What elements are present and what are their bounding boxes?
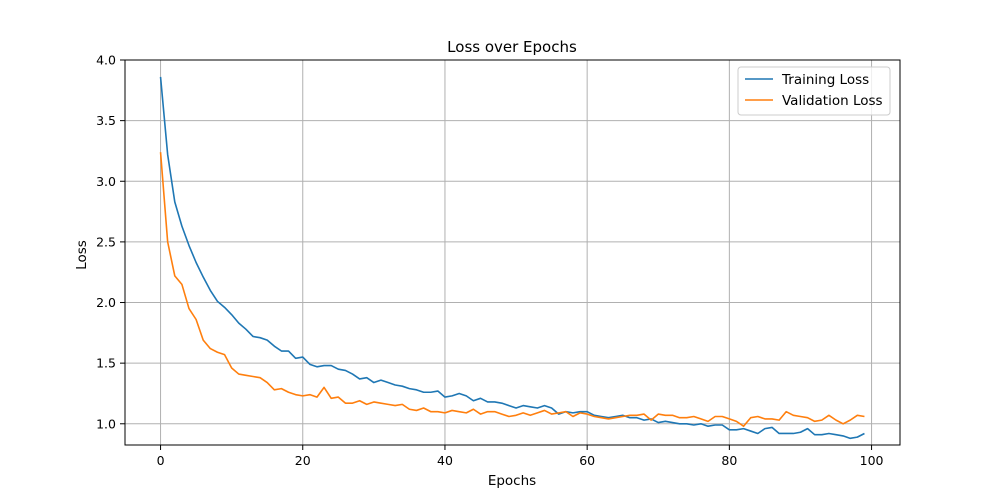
y-tick-label: 3.0 — [96, 174, 116, 189]
series-lines — [159, 76, 865, 440]
legend-box — [737, 66, 891, 116]
x-tick-label: 0 — [157, 453, 165, 468]
x-tick-label: 100 — [860, 453, 884, 468]
y-tick-label: 2.5 — [96, 234, 116, 249]
y-axis-label: Loss — [74, 240, 90, 270]
x-tick-label: 60 — [579, 453, 595, 468]
y-tick-label: 1.5 — [96, 356, 116, 371]
plot-frame — [124, 59, 901, 446]
x-axis: 0 20 40 60 80 100 — [157, 445, 884, 468]
y-tick-label: 1.0 — [96, 416, 116, 431]
x-tick-label: 80 — [721, 453, 737, 468]
legend-label: Training Loss — [781, 72, 869, 88]
chart-title: Loss over Epochs — [447, 38, 577, 56]
series-line-training-loss — [159, 76, 865, 440]
legend: Training Loss Validation Loss — [737, 66, 891, 116]
x-axis-label: Epochs — [488, 473, 536, 489]
y-tick-label: 2.0 — [96, 295, 116, 310]
grid — [125, 59, 900, 445]
x-tick-label: 40 — [437, 453, 453, 468]
y-tick-label: 3.5 — [96, 113, 116, 128]
legend-label: Validation Loss — [782, 93, 883, 109]
y-axis: 1.0 1.5 2.0 2.5 3.0 3.5 4.0 — [96, 53, 125, 431]
x-tick-label: 20 — [295, 453, 311, 468]
series-line-validation-loss — [159, 152, 865, 428]
y-tick-label: 4.0 — [96, 53, 116, 68]
